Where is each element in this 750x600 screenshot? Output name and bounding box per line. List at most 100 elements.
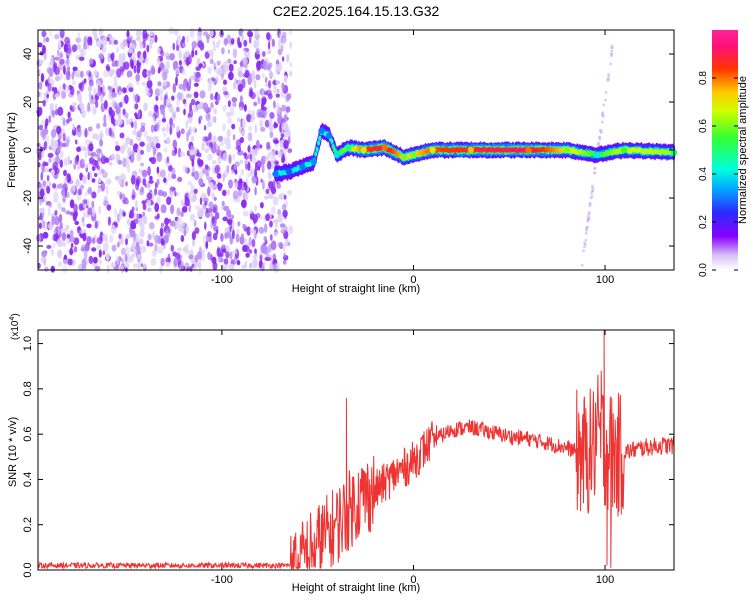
- noise-speckle: [284, 131, 289, 139]
- spectrogram-track: [272, 122, 678, 182]
- noise-speckle: [51, 215, 55, 226]
- noise-speckle: [122, 142, 129, 150]
- noise-speckle: [282, 259, 287, 265]
- noise-speckle: [267, 80, 272, 89]
- noise-speckle: [265, 257, 272, 262]
- noise-speckle: [273, 121, 277, 129]
- noise-speckle: [181, 68, 186, 76]
- noise-speckle: [87, 102, 91, 112]
- noise-speckle: [108, 92, 113, 100]
- noise-speckle: [87, 207, 93, 216]
- noise-speckle: [79, 100, 83, 109]
- noise-speckle: [583, 245, 586, 249]
- noise-speckle: [111, 262, 115, 268]
- noise-speckle: [210, 212, 214, 218]
- noise-speckle: [593, 171, 597, 175]
- noise-speckle: [47, 76, 51, 83]
- noise-speckle: [278, 39, 282, 50]
- noise-speckle: [208, 78, 213, 86]
- noise-speckle: [46, 174, 50, 182]
- noise-speckle: [271, 38, 275, 48]
- noise-speckle: [102, 242, 109, 252]
- y-tick-label: 40: [22, 48, 34, 60]
- noise-speckle: [133, 218, 139, 224]
- noise-speckle: [181, 206, 188, 213]
- noise-speckle: [213, 142, 217, 149]
- noise-speckle: [158, 88, 164, 95]
- noise-speckle: [150, 124, 155, 133]
- noise-speckle: [107, 85, 112, 91]
- noise-speckle: [239, 159, 243, 164]
- noise-speckle: [120, 247, 127, 256]
- noise-speckle: [133, 65, 137, 74]
- noise-speckle: [178, 262, 185, 272]
- noise-speckle: [283, 74, 288, 84]
- noise-speckle: [64, 175, 68, 185]
- noise-speckle: [174, 147, 178, 155]
- noise-speckle: [84, 191, 89, 196]
- noise-speckle: [85, 163, 89, 169]
- spectrogram-xlabel: Height of straight line (km): [292, 283, 420, 295]
- noise-speckle: [47, 152, 54, 158]
- noise-speckle: [69, 199, 75, 209]
- noise-speckle: [172, 112, 177, 122]
- noise-speckle: [175, 207, 181, 217]
- noise-speckle: [267, 49, 272, 55]
- noise-speckle: [140, 239, 144, 245]
- noise-speckle: [202, 234, 207, 244]
- noise-speckle: [140, 122, 146, 127]
- noise-speckle: [122, 87, 127, 94]
- noise-speckle: [247, 76, 252, 85]
- noise-speckle: [223, 38, 228, 46]
- noise-speckle: [232, 220, 235, 230]
- noise-speckle: [86, 223, 92, 229]
- noise-speckle: [126, 155, 130, 165]
- noise-speckle: [272, 196, 279, 206]
- noise-speckle: [42, 128, 49, 136]
- noise-speckle: [72, 66, 78, 72]
- noise-speckle: [251, 110, 255, 118]
- noise-speckle: [252, 229, 256, 236]
- noise-speckle: [148, 110, 153, 118]
- noise-speckle: [251, 175, 258, 184]
- noise-speckle: [157, 81, 162, 87]
- noise-speckle: [129, 229, 136, 238]
- noise-speckle: [88, 79, 94, 87]
- noise-speckle: [118, 233, 122, 240]
- noise-speckle: [134, 93, 140, 104]
- noise-speckle: [225, 244, 229, 251]
- noise-speckle: [47, 83, 52, 92]
- noise-speckle: [277, 150, 282, 158]
- noise-speckle: [268, 262, 274, 271]
- noise-speckle: [62, 65, 66, 75]
- noise-speckle: [239, 235, 245, 245]
- noise-speckle: [88, 58, 94, 65]
- noise-speckle: [38, 81, 43, 90]
- noise-speckle: [82, 200, 85, 206]
- noise-speckle: [202, 197, 209, 203]
- noise-speckle: [207, 121, 213, 128]
- noise-speckle: [157, 68, 161, 74]
- noise-speckle: [184, 164, 188, 175]
- noise-speckle: [169, 220, 176, 227]
- spectrogram-panel: -100 0 100 -40 -20 0 20 40 Height of straight l…: [6, 26, 678, 295]
- noise-speckle: [237, 221, 241, 227]
- noise-speckle: [41, 44, 46, 54]
- noise-speckle: [54, 109, 59, 116]
- noise-speckle: [47, 207, 51, 217]
- noise-speckle: [108, 57, 112, 63]
- noise-speckle: [37, 106, 43, 116]
- noise-speckle: [263, 60, 268, 71]
- noise-speckle: [199, 90, 206, 99]
- noise-speckle: [150, 157, 157, 165]
- noise-speckle: [63, 259, 69, 266]
- noise-speckle: [40, 171, 44, 181]
- noise-speckle: [281, 203, 287, 211]
- noise-speckle: [210, 221, 213, 229]
- noise-speckle: [82, 211, 87, 219]
- noise-speckle: [230, 169, 235, 176]
- noise-speckle: [286, 93, 292, 100]
- track-cell: [318, 135, 322, 141]
- noise-speckle: [279, 223, 286, 228]
- noise-speckle: [232, 101, 237, 108]
